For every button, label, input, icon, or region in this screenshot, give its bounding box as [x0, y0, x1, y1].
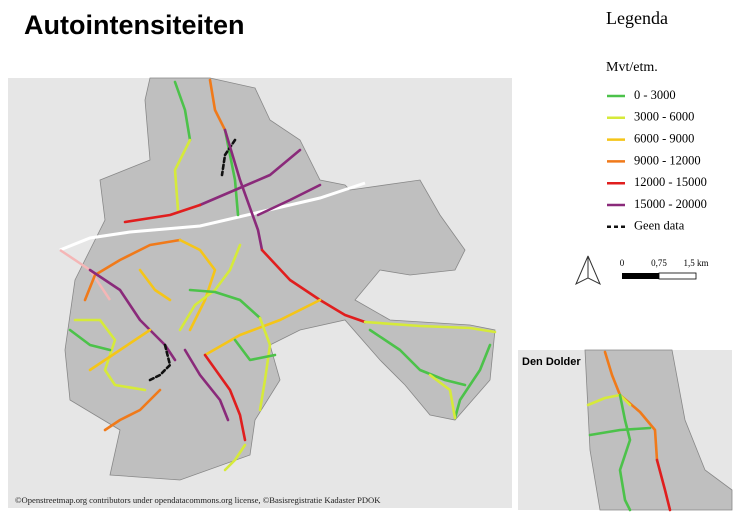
- scale-labels: 0 0,75 1,5 km: [620, 258, 709, 268]
- road: [188, 288, 262, 320]
- legend-label: 0 - 3000: [634, 88, 676, 102]
- road: [363, 320, 497, 334]
- road: [233, 338, 277, 362]
- legend-label: 12000 - 15000: [634, 175, 707, 189]
- road: [103, 388, 162, 432]
- road: [203, 298, 322, 357]
- road: [618, 393, 632, 512]
- road: [453, 343, 492, 420]
- road: [73, 318, 147, 392]
- road-network: [68, 78, 497, 472]
- road: [178, 243, 242, 332]
- inset-area: [584, 349, 733, 511]
- legend-label: 9000 - 12000: [634, 153, 701, 167]
- road: [138, 268, 172, 302]
- north-arrow: [575, 255, 601, 286]
- legend-label: 6000 - 9000: [634, 131, 694, 145]
- road: [148, 343, 172, 382]
- legend-label: 3000 - 6000: [634, 110, 694, 124]
- attribution: ©Openstreetmap.org contributors under op…: [15, 495, 381, 505]
- scale-label: 1,5 km: [683, 258, 708, 268]
- road: [220, 138, 237, 177]
- road: [123, 203, 202, 224]
- road: [88, 268, 177, 362]
- page-title: Autointensiteiten: [24, 10, 245, 40]
- legend-items: 0 - 3000 3000 - 6000 6000 - 9000 9000 - 120…: [607, 88, 707, 233]
- road: [178, 238, 217, 332]
- road: [223, 443, 247, 472]
- legend-title: Legenda: [606, 8, 668, 28]
- legend-label: 15000 - 20000: [634, 197, 707, 211]
- road: [588, 426, 652, 437]
- road: [173, 80, 192, 142]
- inset-road-network: [586, 350, 672, 512]
- road: [223, 128, 240, 217]
- road: [655, 458, 672, 512]
- inset-label: Den Dolder: [522, 356, 581, 368]
- scale-label: 0,75: [651, 258, 667, 268]
- road: [83, 238, 182, 302]
- road: [88, 328, 152, 372]
- road: [68, 328, 112, 352]
- road: [256, 183, 322, 217]
- road: [586, 393, 632, 407]
- road: [603, 350, 622, 397]
- road: [183, 348, 230, 422]
- road: [258, 316, 272, 412]
- road: [203, 353, 247, 442]
- road: [173, 138, 192, 212]
- legend-label: Geen data: [634, 219, 685, 233]
- scale-label: 0: [620, 258, 625, 268]
- road: [223, 128, 264, 252]
- railway: [59, 181, 366, 252]
- legend-unit: Mvt/etm.: [606, 60, 658, 75]
- road: [368, 328, 467, 387]
- road: [208, 78, 227, 132]
- road: [198, 148, 302, 207]
- scale-bar: [622, 272, 697, 280]
- road: [428, 373, 457, 420]
